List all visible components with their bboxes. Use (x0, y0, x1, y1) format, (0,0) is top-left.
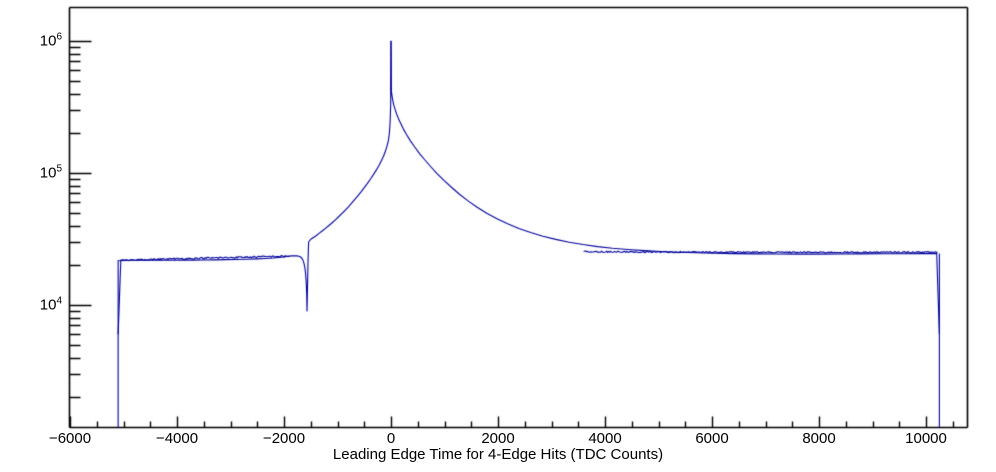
x-tick-label: −4000 (155, 430, 199, 447)
x-axis-title: Leading Edge Time for 4-Edge Hits (TDC C… (332, 446, 664, 463)
x-tick-label: 2000 (481, 430, 515, 447)
x-tick-label: 0 (386, 430, 396, 447)
x-tick-label: 6000 (695, 430, 729, 447)
y-tick-label: 106 (39, 31, 62, 50)
x-tick-label: 10000 (905, 430, 947, 447)
x-tick-label: −6000 (48, 430, 92, 447)
x-tick-label: 8000 (802, 430, 836, 447)
x-tick-label: 4000 (588, 430, 622, 447)
y-tick-label: 104 (39, 295, 62, 314)
x-tick-label: −2000 (262, 430, 306, 447)
y-tick-label: 105 (39, 163, 62, 182)
